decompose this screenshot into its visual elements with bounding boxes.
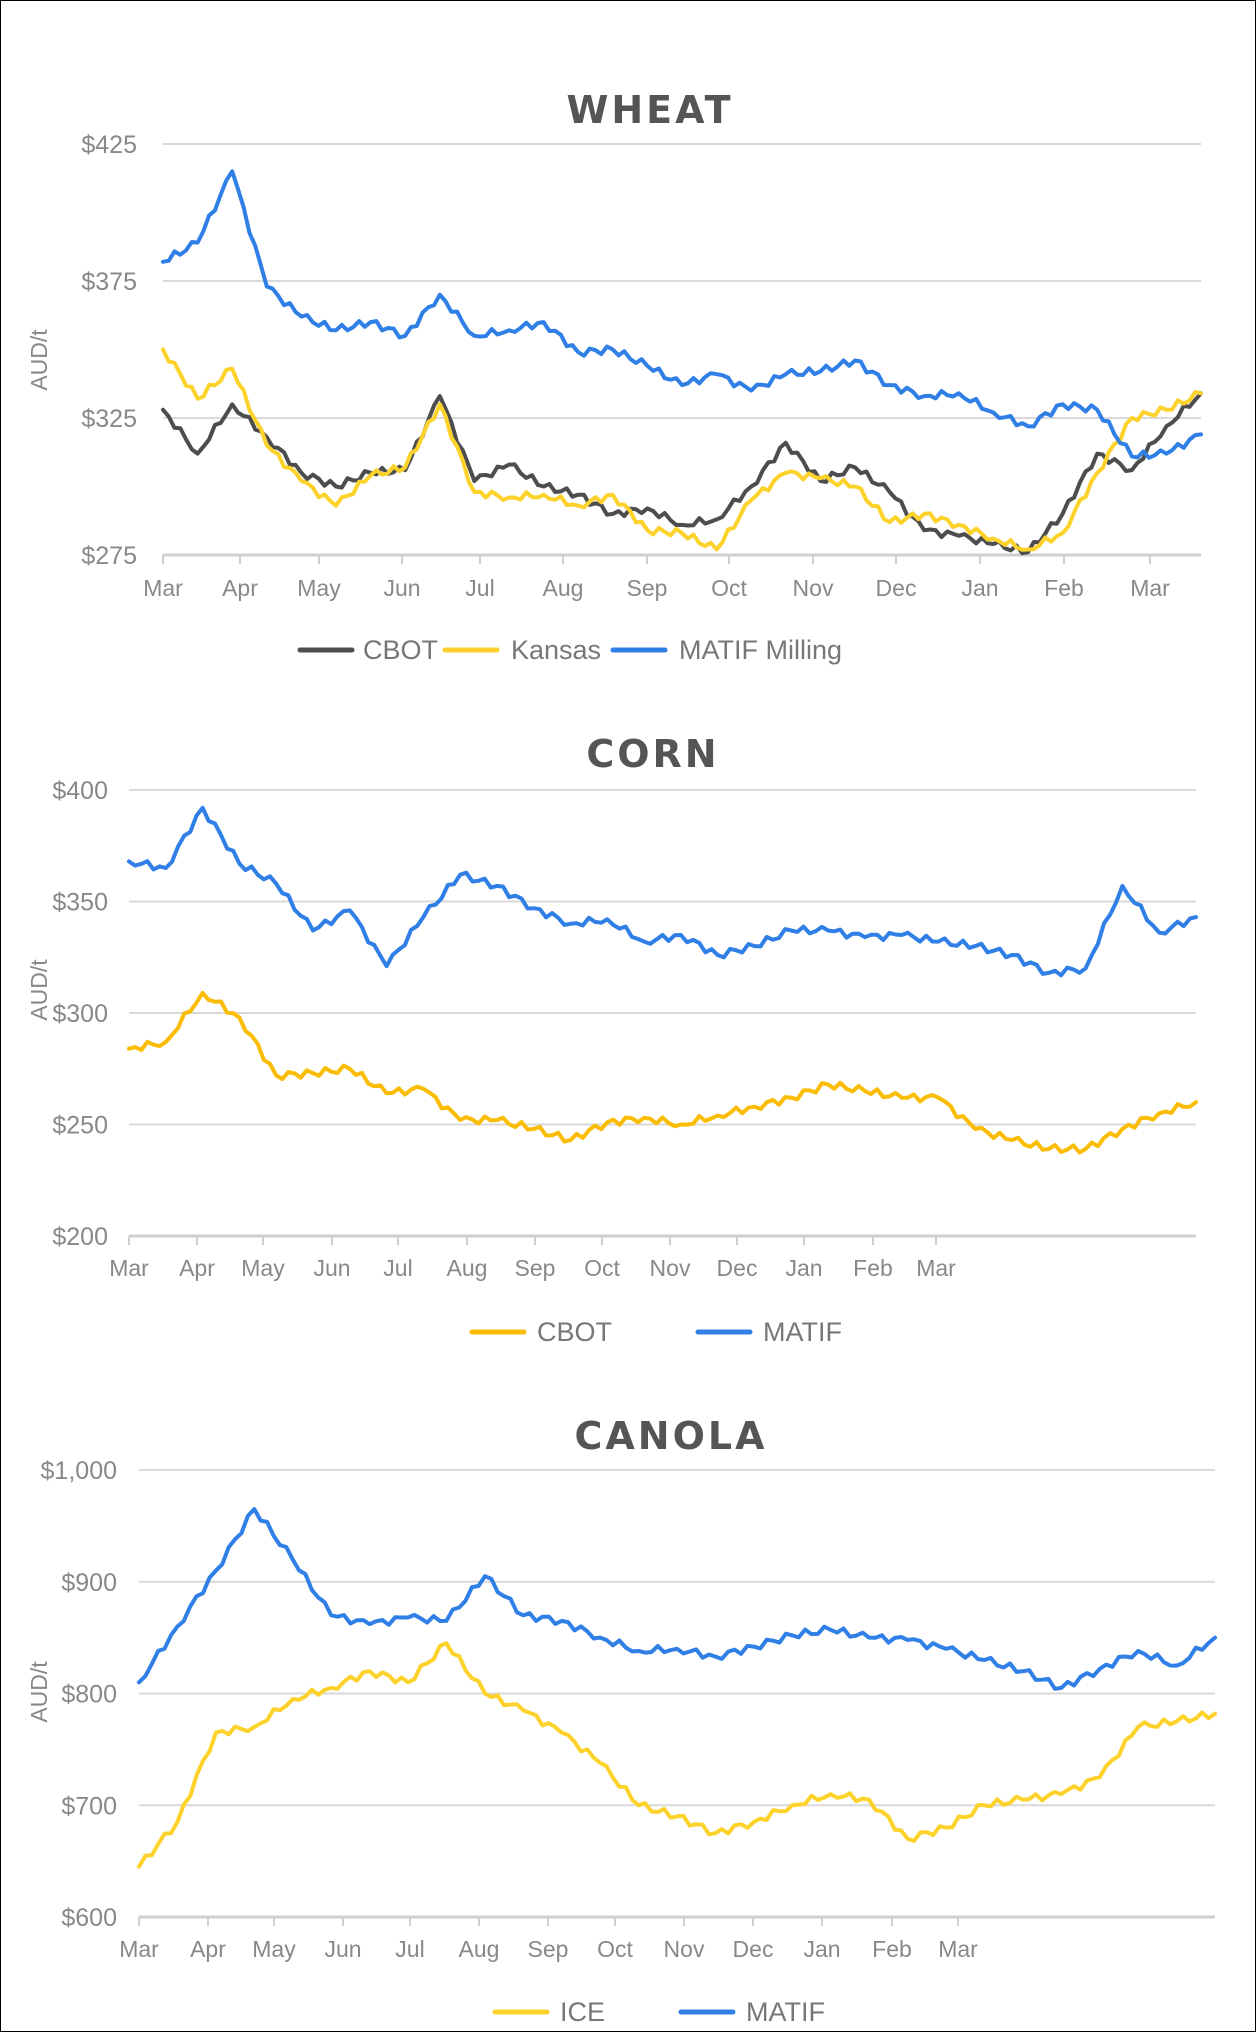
y-tick-label: $350 [52, 889, 108, 917]
legend-item-matif[interactable]: MATIF [678, 1997, 825, 2027]
y-tick-label: $425 [81, 131, 137, 159]
x-tick-label: May [252, 1936, 296, 1962]
x-tick-label: Apr [222, 575, 258, 601]
x-tick-label: Dec [876, 575, 917, 601]
series-line-kansas [161, 347, 1203, 552]
x-tick-label: Feb [853, 1255, 893, 1281]
x-tick-label: Sep [515, 1255, 556, 1281]
legend: ICE MATIF [492, 1997, 825, 2027]
y-axis-ticks: $275 $325 $375 $425 [81, 131, 137, 570]
legend-item-cbot[interactable]: CBOT [297, 635, 438, 665]
x-tick-label: Jan [803, 1936, 840, 1962]
x-tick-label: Sep [627, 575, 668, 601]
y-tick-label: $900 [61, 1569, 117, 1597]
x-tick-label: Mar [1130, 575, 1170, 601]
series-line-cbot [161, 391, 1203, 556]
x-tick-label: Mar [143, 575, 183, 601]
x-tick-label: Jul [465, 575, 494, 601]
x-tick-label: Aug [447, 1255, 488, 1281]
y-tick-label: $1,000 [41, 1457, 117, 1485]
series-line-matif [137, 1507, 1217, 1691]
legend-label: ICE [560, 1997, 605, 2027]
y-axis-label: AUD/t [26, 1661, 52, 1723]
y-tick-label: $400 [52, 777, 108, 805]
y-tick-label: $250 [52, 1112, 108, 1140]
x-tick-label: Mar [109, 1255, 149, 1281]
y-tick-label: $600 [61, 1904, 117, 1932]
x-tick-label: Mar [938, 1936, 978, 1962]
x-tick-label: Feb [1044, 575, 1084, 601]
x-tick-label: Apr [179, 1255, 215, 1281]
legend: CBOT MATIF [469, 1317, 842, 1347]
legend-label: MATIF [763, 1317, 842, 1347]
canola-chart: CANOLA AUD/t $600 $700 $800 $900 $1,000 Mar A… [26, 1414, 1217, 2027]
series-line-cbot [127, 990, 1198, 1155]
y-tick-label: $375 [81, 268, 137, 296]
x-tick-label: Jul [395, 1936, 424, 1962]
x-tick-label: Mar [119, 1936, 159, 1962]
wheat-chart: WHEAT AUD/t $275 $325 $375 $425 Mar Apr May Ju… [26, 88, 1203, 665]
series-line-matif [127, 805, 1198, 978]
x-tick-label: Mar [916, 1255, 956, 1281]
legend: CBOT Kansas MATIF Milling [297, 635, 842, 665]
chart-title: CORN [586, 732, 719, 776]
x-axis-ticks: Mar Apr May Jun Jul Aug Sep Oct Nov Dec Jan Feb Mar [143, 555, 1170, 601]
y-tick-label: $300 [52, 1000, 108, 1028]
x-tick-label: Nov [650, 1255, 691, 1281]
x-tick-label: Jul [383, 1255, 412, 1281]
y-axis-label: AUD/t [26, 959, 52, 1021]
x-tick-label: Jan [961, 575, 998, 601]
legend-item-ice[interactable]: ICE [492, 1997, 605, 2027]
y-tick-label: $200 [52, 1223, 108, 1251]
gridlines [129, 789, 1196, 1238]
y-tick-label: $325 [81, 405, 137, 433]
x-tick-label: Nov [793, 575, 834, 601]
x-tick-label: Feb [872, 1936, 912, 1962]
x-axis-ticks: Mar Apr May Jun Jul Aug Sep Oct Nov Dec Jan Feb Mar [119, 1917, 978, 1962]
x-tick-label: Sep [528, 1936, 569, 1962]
series-lines [137, 1507, 1217, 1869]
x-tick-label: Aug [459, 1936, 500, 1962]
x-tick-label: Apr [190, 1936, 226, 1962]
x-tick-label: May [297, 575, 341, 601]
x-tick-label: Jan [785, 1255, 822, 1281]
legend-item-cbot[interactable]: CBOT [469, 1317, 612, 1347]
legend-item-kansas[interactable]: Kansas [442, 635, 601, 665]
x-tick-label: Aug [543, 575, 584, 601]
x-tick-label: Dec [717, 1255, 758, 1281]
x-tick-label: Oct [711, 575, 747, 601]
x-axis-ticks: Mar Apr May Jun Jul Aug Sep Oct Nov Dec Jan Feb Mar [109, 1236, 956, 1281]
gridlines [163, 143, 1201, 557]
x-tick-label: Nov [664, 1936, 705, 1962]
y-axis-ticks: $200 $250 $300 $350 $400 [52, 777, 108, 1251]
x-tick-label: Jun [324, 1936, 361, 1962]
series-line-ice [137, 1641, 1217, 1869]
legend-label: MATIF Milling [679, 635, 842, 665]
corn-chart: CORN AUD/t $200$250$300$350$400 Mar Apr Ma… [26, 732, 1198, 1347]
y-tick-label: $275 [81, 542, 137, 570]
legend-item-matif[interactable]: MATIF [695, 1317, 842, 1347]
legend-label: CBOT [537, 1317, 612, 1347]
y-axis-ticks: $600 $700 $800 $900 $1,000 [41, 1457, 117, 1932]
y-tick-label: $700 [61, 1792, 117, 1820]
x-tick-label: May [241, 1255, 285, 1281]
chart-title: CANOLA [574, 1414, 767, 1458]
legend-label: CBOT [363, 635, 438, 665]
x-tick-label: Dec [733, 1936, 774, 1962]
series-lines [161, 169, 1203, 556]
y-tick-label: $800 [61, 1681, 117, 1709]
legend-label: Kansas [511, 635, 601, 665]
gridlines [139, 1469, 1215, 1919]
y-axis-label: AUD/t [26, 329, 52, 391]
x-tick-label: Oct [597, 1936, 633, 1962]
legend-label: MATIF [746, 1997, 825, 2027]
x-tick-label: Jun [383, 575, 420, 601]
legend-item-matif-milling[interactable]: MATIF Milling [610, 635, 842, 665]
series-lines [127, 805, 1198, 1155]
x-tick-label: Jun [313, 1255, 350, 1281]
chart-title: WHEAT [566, 88, 733, 132]
series-line-matif-milling [161, 169, 1203, 460]
x-tick-label: Oct [584, 1255, 620, 1281]
